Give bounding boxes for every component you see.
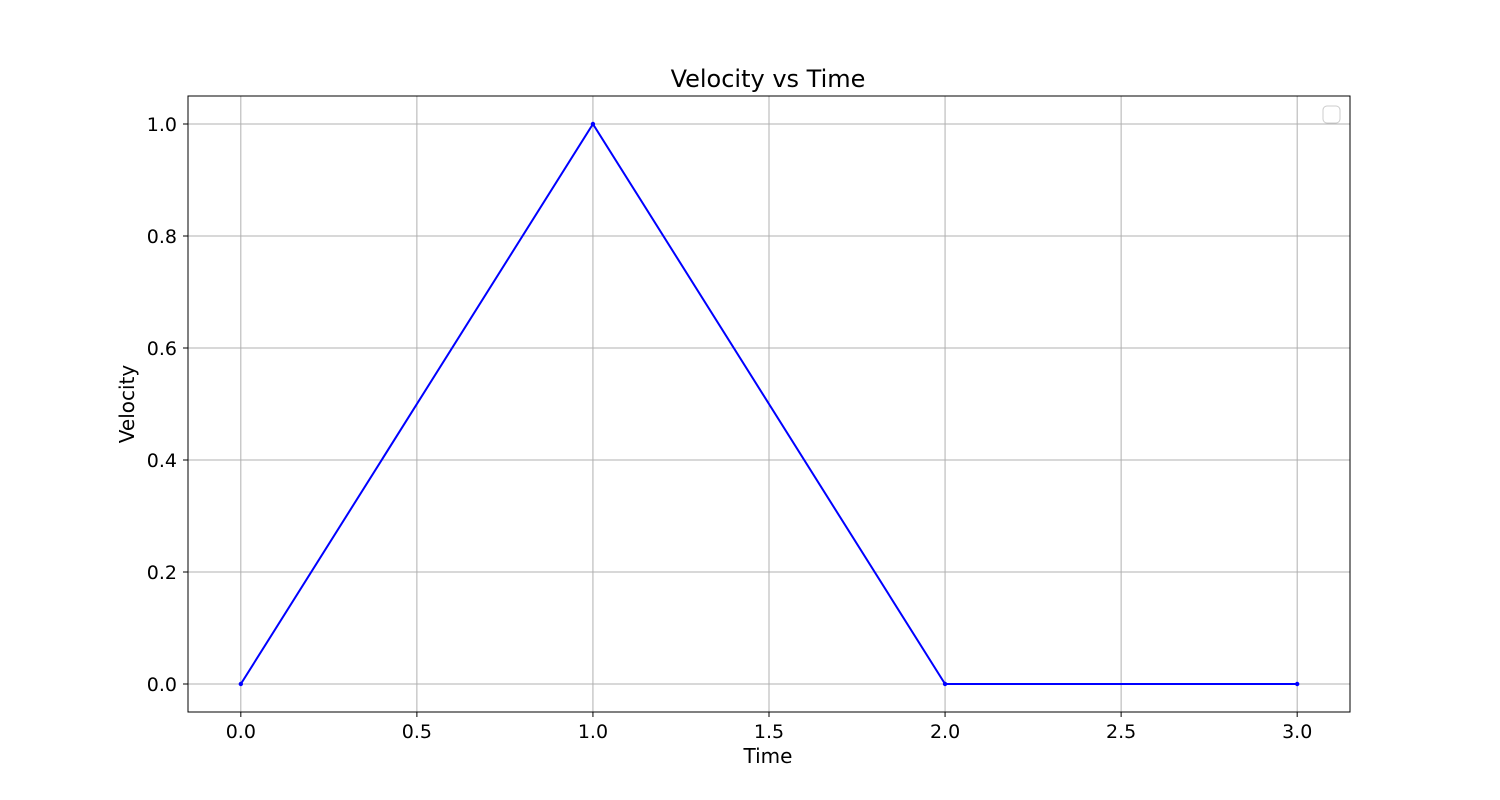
y-tick-label: 0.8 xyxy=(147,226,177,248)
x-axis-ticks: 0.0 0.5 1.0 1.5 2.0 2.5 3.0 xyxy=(226,712,1312,743)
y-tick-label: 0.4 xyxy=(147,450,177,472)
grid xyxy=(188,96,1350,712)
y-tick-label: 0.2 xyxy=(147,562,177,584)
data-point xyxy=(238,681,244,687)
x-tick-label: 2.0 xyxy=(930,721,960,743)
y-axis-ticks: 0.0 0.2 0.4 0.6 0.8 1.0 xyxy=(147,114,188,696)
data-point xyxy=(942,681,948,687)
data-point xyxy=(1294,681,1300,687)
y-tick-label: 0.6 xyxy=(147,338,177,360)
x-tick-label: 1.5 xyxy=(754,721,784,743)
chart-title: Velocity vs Time xyxy=(671,65,866,93)
legend-box xyxy=(1322,105,1341,124)
series-layer xyxy=(238,121,1300,687)
series-line xyxy=(239,123,1298,685)
y-tick-label: 0.0 xyxy=(147,674,177,696)
x-axis-title: Time xyxy=(743,744,793,768)
y-axis-title: Velocity xyxy=(115,365,139,444)
x-tick-label: 1.0 xyxy=(578,721,608,743)
x-tick-label: 3.0 xyxy=(1282,721,1312,743)
data-point xyxy=(590,121,596,127)
x-tick-label: 0.5 xyxy=(402,721,432,743)
x-tick-label: 2.5 xyxy=(1106,721,1136,743)
y-tick-label: 1.0 xyxy=(147,114,177,136)
x-tick-label: 0.0 xyxy=(226,721,256,743)
